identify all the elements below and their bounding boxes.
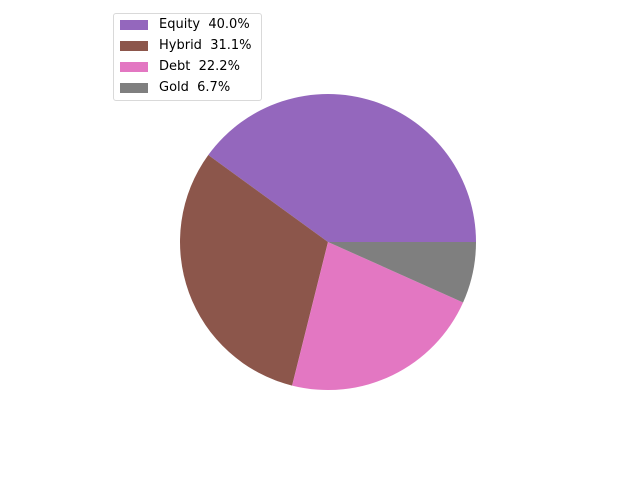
pie-slice-equity	[208, 94, 476, 243]
pie-slice-gold	[328, 242, 476, 303]
legend-label: Equity 40.0%	[159, 17, 250, 32]
legend-label: Debt 22.2%	[159, 59, 240, 74]
legend-swatch	[120, 20, 148, 30]
legend-item-equity: Equity 40.0%	[120, 17, 250, 33]
legend-swatch	[120, 83, 148, 93]
legend-label: Gold 6.7%	[159, 80, 231, 95]
legend-swatch	[120, 41, 148, 51]
pie-slice-hybrid	[180, 155, 328, 386]
legend-item-gold: Gold 6.7%	[120, 80, 230, 96]
legend-label: Hybrid 31.1%	[159, 38, 252, 53]
pie-slice-debt	[292, 242, 464, 391]
legend-swatch	[120, 62, 148, 72]
legend-item-hybrid: Hybrid 31.1%	[120, 38, 252, 54]
legend-item-debt: Debt 22.2%	[120, 59, 240, 75]
chart-legend: Equity 40.0% Hybrid 31.1% Debt 22.2% Gold 6…	[113, 13, 262, 101]
